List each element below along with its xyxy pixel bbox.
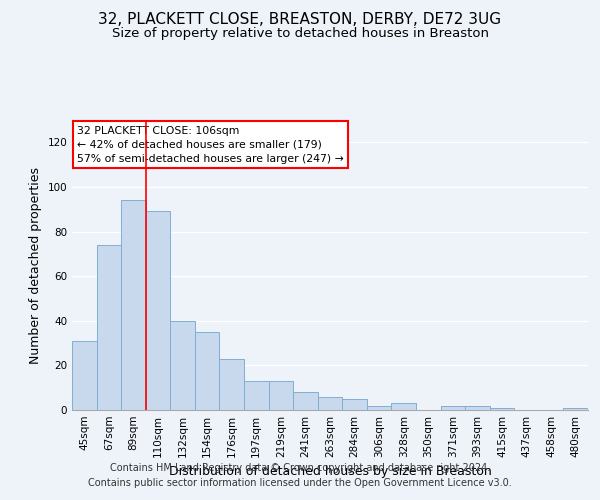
Bar bbox=[121, 200, 146, 410]
Bar bbox=[440, 406, 465, 410]
Bar bbox=[72, 341, 97, 410]
Bar bbox=[391, 404, 416, 410]
Text: Contains HM Land Registry data © Crown copyright and database right 2024.
Contai: Contains HM Land Registry data © Crown c… bbox=[88, 462, 512, 487]
Text: Size of property relative to detached houses in Breaston: Size of property relative to detached ho… bbox=[112, 28, 488, 40]
Text: 32 PLACKETT CLOSE: 106sqm
← 42% of detached houses are smaller (179)
57% of semi: 32 PLACKETT CLOSE: 106sqm ← 42% of detac… bbox=[77, 126, 344, 164]
Bar bbox=[97, 245, 121, 410]
Y-axis label: Number of detached properties: Number of detached properties bbox=[29, 166, 42, 364]
Bar bbox=[490, 408, 514, 410]
Bar bbox=[220, 358, 244, 410]
Bar bbox=[342, 399, 367, 410]
X-axis label: Distribution of detached houses by size in Breaston: Distribution of detached houses by size … bbox=[169, 466, 491, 478]
Bar bbox=[318, 396, 342, 410]
Text: 32, PLACKETT CLOSE, BREASTON, DERBY, DE72 3UG: 32, PLACKETT CLOSE, BREASTON, DERBY, DE7… bbox=[98, 12, 502, 28]
Bar bbox=[293, 392, 318, 410]
Bar bbox=[244, 381, 269, 410]
Bar bbox=[367, 406, 391, 410]
Bar bbox=[269, 381, 293, 410]
Bar bbox=[195, 332, 220, 410]
Bar bbox=[563, 408, 588, 410]
Bar bbox=[146, 212, 170, 410]
Bar bbox=[465, 406, 490, 410]
Bar bbox=[170, 321, 195, 410]
